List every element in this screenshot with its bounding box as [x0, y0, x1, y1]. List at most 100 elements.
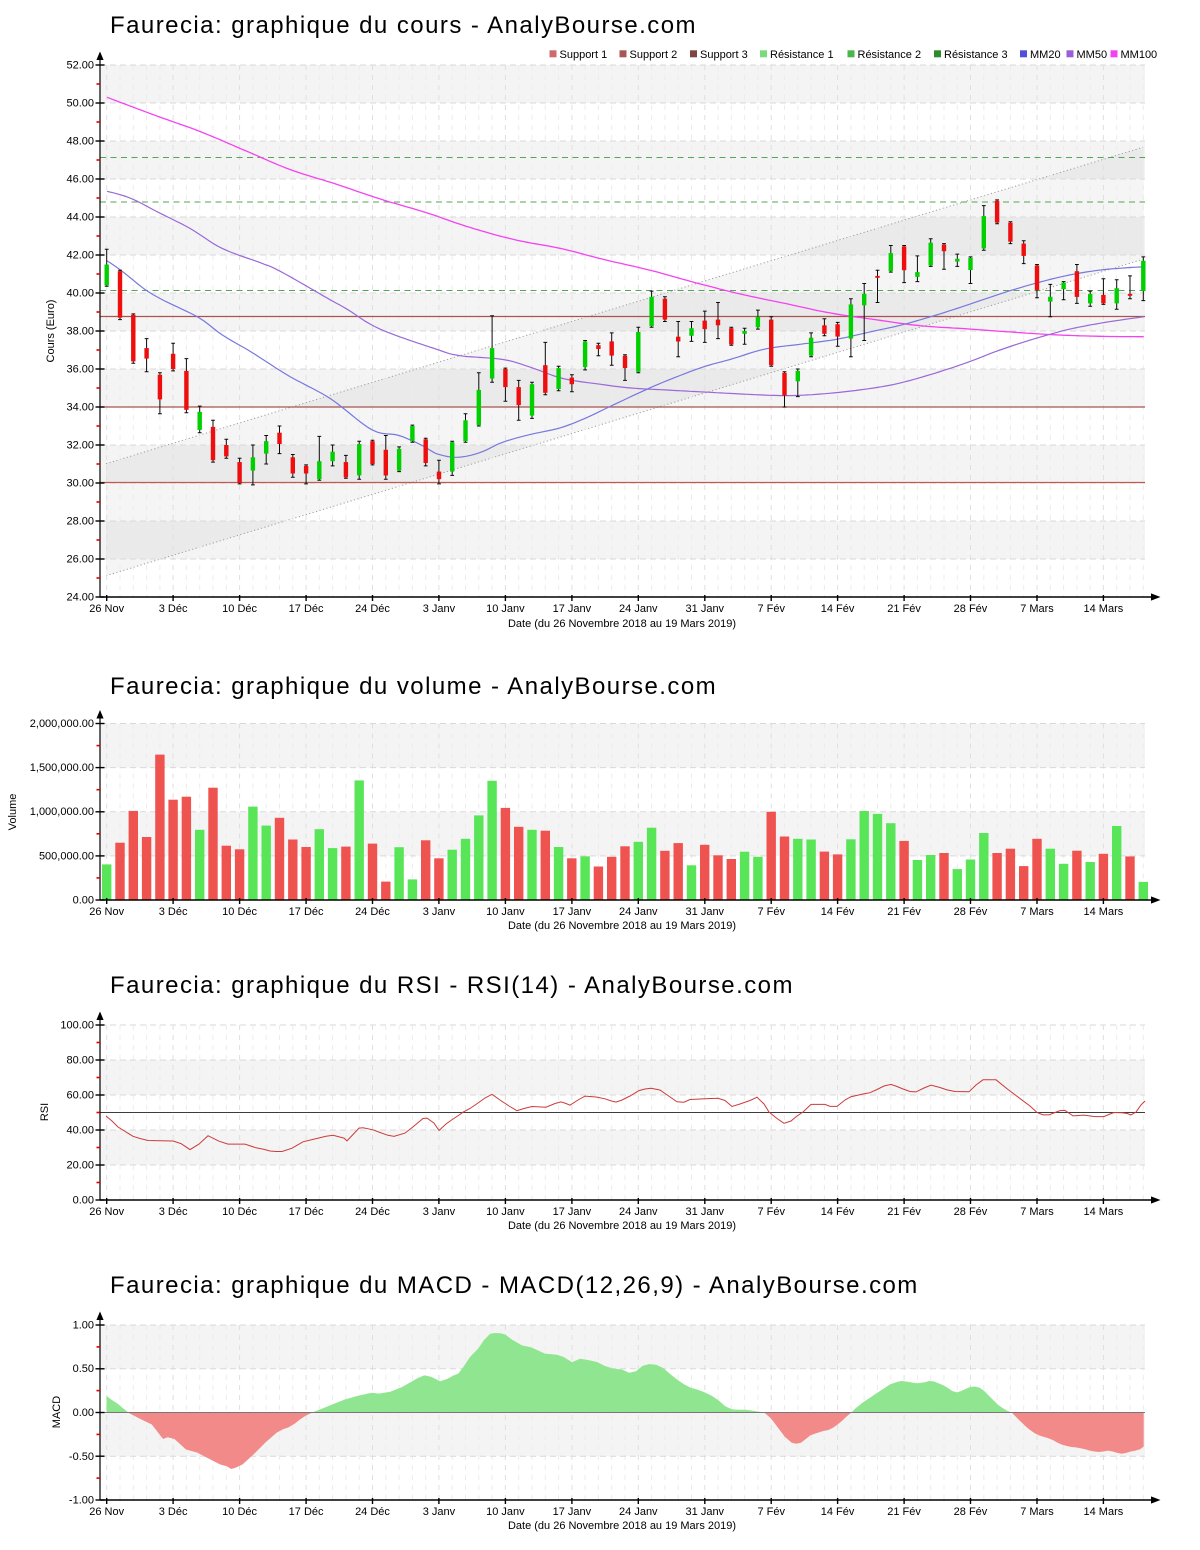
svg-text:14 Mars: 14 Mars	[1084, 906, 1124, 918]
svg-text:26 Nov: 26 Nov	[89, 603, 124, 615]
svg-text:21 Fév: 21 Fév	[887, 906, 921, 918]
svg-text:24.00: 24.00	[66, 592, 94, 604]
svg-text:44.00: 44.00	[66, 212, 94, 224]
svg-text:0.00: 0.00	[73, 1407, 94, 1419]
svg-text:48.00: 48.00	[66, 136, 94, 148]
svg-text:0.00: 0.00	[73, 1195, 94, 1207]
svg-text:7 Mars: 7 Mars	[1020, 1506, 1054, 1518]
svg-text:36.00: 36.00	[66, 364, 94, 376]
svg-text:10 Janv: 10 Janv	[486, 603, 525, 615]
svg-text:40.00: 40.00	[66, 1125, 94, 1137]
svg-text:20.00: 20.00	[66, 1160, 94, 1172]
svg-text:Date (du 26 Novembre 2018 au 1: Date (du 26 Novembre 2018 au 19 Mars 201…	[508, 920, 736, 932]
svg-text:17 Déc: 17 Déc	[289, 906, 324, 918]
svg-text:40.00: 40.00	[66, 288, 94, 300]
svg-text:50.00: 50.00	[66, 98, 94, 110]
svg-text:46.00: 46.00	[66, 174, 94, 186]
svg-text:26 Nov: 26 Nov	[89, 1506, 124, 1518]
svg-text:24 Déc: 24 Déc	[355, 603, 390, 615]
svg-text:Faurecia: graphique du volume: Faurecia: graphique du volume - AnalyBou…	[110, 673, 717, 700]
svg-text:7 Mars: 7 Mars	[1020, 603, 1054, 615]
svg-text:17 Déc: 17 Déc	[289, 1206, 324, 1218]
svg-text:100.00: 100.00	[60, 1020, 94, 1032]
svg-text:Résistance 2: Résistance 2	[858, 49, 922, 61]
svg-text:MM100: MM100	[1121, 49, 1158, 61]
svg-text:-0.50: -0.50	[69, 1451, 94, 1463]
svg-text:17 Déc: 17 Déc	[289, 603, 324, 615]
svg-text:Support 3: Support 3	[700, 49, 748, 61]
svg-text:2,000,000.00: 2,000,000.00	[30, 718, 94, 730]
svg-text:-1.00: -1.00	[69, 1495, 94, 1507]
svg-text:28.00: 28.00	[66, 516, 94, 528]
svg-text:24 Janv: 24 Janv	[619, 906, 658, 918]
svg-text:Faurecia: graphique du cours -: Faurecia: graphique du cours - AnalyBour…	[110, 12, 697, 39]
svg-text:10 Déc: 10 Déc	[222, 1206, 257, 1218]
svg-text:24 Janv: 24 Janv	[619, 603, 658, 615]
svg-text:MM50: MM50	[1077, 49, 1108, 61]
svg-text:14 Mars: 14 Mars	[1084, 1206, 1124, 1218]
svg-text:31 Janv: 31 Janv	[686, 1206, 725, 1218]
svg-text:17 Janv: 17 Janv	[553, 1206, 592, 1218]
svg-text:10 Janv: 10 Janv	[486, 1506, 525, 1518]
svg-text:52.00: 52.00	[66, 60, 94, 72]
svg-text:3 Déc: 3 Déc	[159, 906, 188, 918]
svg-text:MM20: MM20	[1030, 49, 1061, 61]
svg-text:10 Janv: 10 Janv	[486, 1206, 525, 1218]
svg-text:42.00: 42.00	[66, 250, 94, 262]
svg-text:80.00: 80.00	[66, 1055, 94, 1067]
svg-text:14 Mars: 14 Mars	[1084, 1506, 1124, 1518]
svg-text:24 Déc: 24 Déc	[355, 1506, 390, 1518]
svg-text:26 Nov: 26 Nov	[89, 1206, 124, 1218]
svg-text:1,500,000.00: 1,500,000.00	[30, 762, 94, 774]
svg-text:7 Fév: 7 Fév	[757, 603, 785, 615]
svg-text:31 Janv: 31 Janv	[686, 1506, 725, 1518]
svg-text:14 Fév: 14 Fév	[821, 906, 855, 918]
svg-text:17 Janv: 17 Janv	[553, 603, 592, 615]
svg-text:3 Déc: 3 Déc	[159, 1506, 188, 1518]
svg-text:28 Fév: 28 Fév	[954, 603, 988, 615]
svg-text:28 Fév: 28 Fév	[954, 906, 988, 918]
svg-text:17 Janv: 17 Janv	[553, 1506, 592, 1518]
svg-text:38.00: 38.00	[66, 326, 94, 338]
svg-text:7 Mars: 7 Mars	[1020, 1206, 1054, 1218]
svg-text:26 Nov: 26 Nov	[89, 906, 124, 918]
svg-text:RSI: RSI	[39, 1103, 51, 1121]
svg-text:Faurecia: graphique du RSI - R: Faurecia: graphique du RSI - RSI(14) - A…	[110, 972, 794, 999]
svg-text:1.00: 1.00	[73, 1320, 94, 1332]
svg-text:1,000,000.00: 1,000,000.00	[30, 806, 94, 818]
svg-text:14 Fév: 14 Fév	[821, 1506, 855, 1518]
svg-text:3 Déc: 3 Déc	[159, 603, 188, 615]
svg-text:Cours (Euro): Cours (Euro)	[45, 300, 57, 363]
svg-text:Résistance 1: Résistance 1	[770, 49, 834, 61]
svg-text:17 Déc: 17 Déc	[289, 1506, 324, 1518]
svg-text:Support 2: Support 2	[630, 49, 678, 61]
svg-text:3 Janv: 3 Janv	[423, 1206, 456, 1218]
svg-text:7 Mars: 7 Mars	[1020, 906, 1054, 918]
svg-text:31 Janv: 31 Janv	[686, 603, 725, 615]
svg-text:21 Fév: 21 Fév	[887, 1206, 921, 1218]
svg-text:10 Déc: 10 Déc	[222, 603, 257, 615]
svg-text:14 Fév: 14 Fév	[821, 1206, 855, 1218]
svg-text:24 Janv: 24 Janv	[619, 1206, 658, 1218]
svg-text:60.00: 60.00	[66, 1090, 94, 1102]
svg-text:Date (du 26 Novembre 2018 au 1: Date (du 26 Novembre 2018 au 19 Mars 201…	[508, 1220, 736, 1232]
svg-text:32.00: 32.00	[66, 440, 94, 452]
svg-text:28 Fév: 28 Fév	[954, 1206, 988, 1218]
svg-text:Support 1: Support 1	[560, 49, 608, 61]
svg-text:21 Fév: 21 Fév	[887, 1506, 921, 1518]
svg-text:10 Janv: 10 Janv	[486, 906, 525, 918]
svg-text:14 Fév: 14 Fév	[821, 603, 855, 615]
svg-text:Faurecia: graphique du MACD -: Faurecia: graphique du MACD - MACD(12,26…	[110, 1272, 919, 1299]
svg-text:10 Déc: 10 Déc	[222, 906, 257, 918]
svg-text:34.00: 34.00	[66, 402, 94, 414]
svg-text:26.00: 26.00	[66, 554, 94, 566]
svg-text:24 Déc: 24 Déc	[355, 1206, 390, 1218]
svg-text:3 Déc: 3 Déc	[159, 1206, 188, 1218]
svg-text:3 Janv: 3 Janv	[423, 1506, 456, 1518]
svg-text:7 Fév: 7 Fév	[757, 1506, 785, 1518]
svg-text:Date (du 26 Novembre 2018 au 1: Date (du 26 Novembre 2018 au 19 Mars 201…	[508, 1520, 736, 1532]
svg-text:0.00: 0.00	[73, 895, 94, 907]
svg-text:24 Janv: 24 Janv	[619, 1506, 658, 1518]
svg-text:Volume: Volume	[7, 794, 19, 831]
svg-text:7 Fév: 7 Fév	[757, 906, 785, 918]
